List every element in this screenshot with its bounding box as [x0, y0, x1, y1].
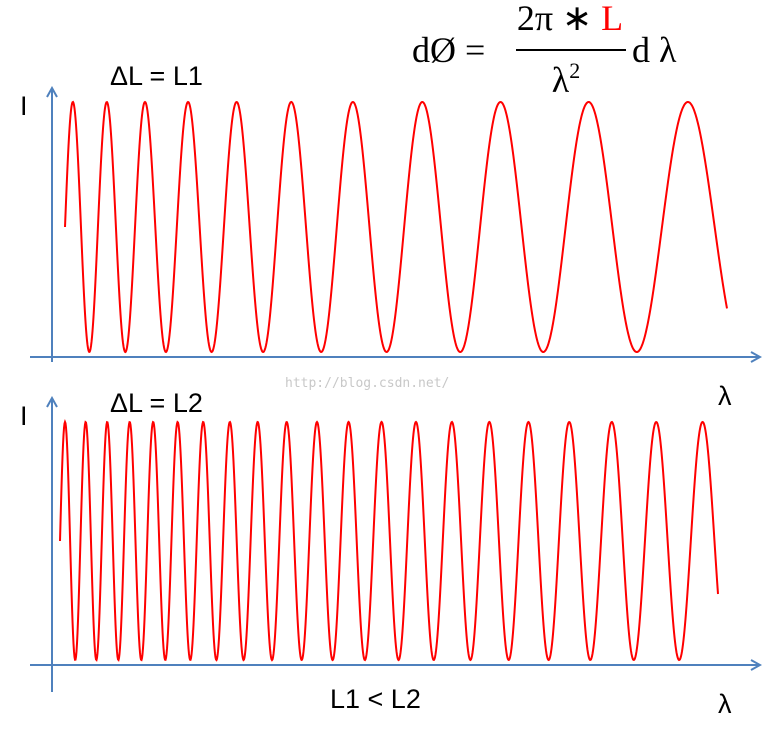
formula-lhs: dØ =	[412, 30, 485, 70]
x-axis-label: λ	[718, 381, 732, 411]
y-axis-label: I	[20, 401, 28, 431]
denominator-text: λ	[552, 60, 570, 100]
numerator-var: L	[601, 0, 623, 38]
formula-numerator: 2π ∗ L	[517, 0, 623, 38]
plot-label: ΔL = L2	[110, 388, 203, 418]
interference-curve	[64, 100, 728, 354]
interference-curve	[59, 418, 719, 662]
caption: L1 < L2	[330, 684, 421, 714]
plot-label: ΔL = L1	[110, 61, 203, 91]
x-axis-label: λ	[718, 689, 732, 719]
numerator-text: 2π ∗	[517, 0, 592, 38]
denominator-exp: 2	[569, 58, 580, 83]
formula-denominator: λ2	[552, 58, 580, 100]
formula-rhs: d λ	[632, 30, 677, 70]
y-axis-label: I	[20, 91, 28, 121]
watermark: http://blog.csdn.net/	[285, 376, 449, 391]
